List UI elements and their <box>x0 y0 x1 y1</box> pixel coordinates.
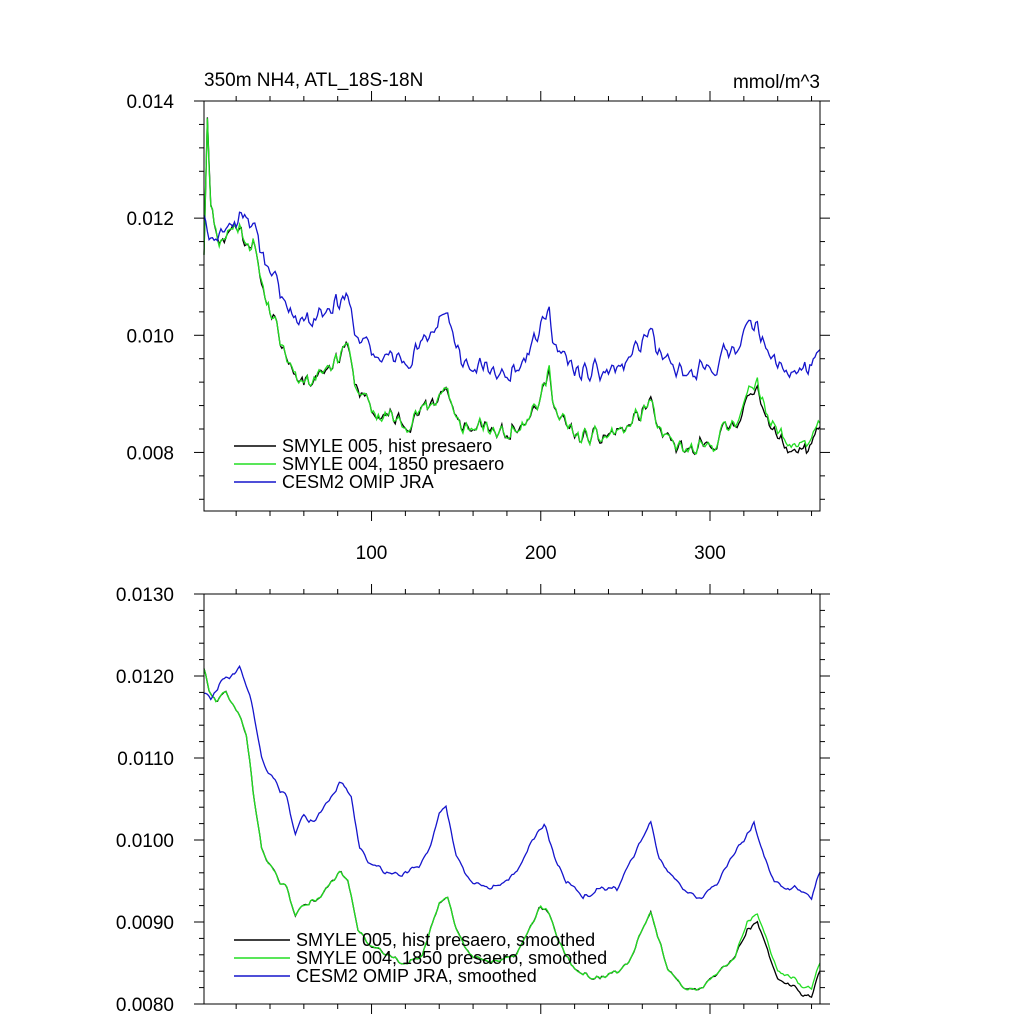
y-tick-label: 0.0090 <box>116 913 174 934</box>
legend-label: SMYLE 004, 1850 presaero <box>282 454 504 474</box>
top-chart-frame <box>203 100 821 512</box>
x-tick-label: 200 <box>525 543 557 564</box>
series-line-top-1 <box>203 118 821 455</box>
series-line-bottom-2 <box>203 664 821 901</box>
y-tick-label: 0.0130 <box>116 585 174 606</box>
bottom-chart-legend: SMYLE 005, hist presaero, smoothedSMYLE … <box>234 930 607 986</box>
y-tick-label: 0.014 <box>126 92 174 113</box>
legend-label: CESM2 OMIP JRA, smoothed <box>296 966 537 986</box>
y-tick-label: 0.0110 <box>117 749 174 770</box>
x-tick-label: 300 <box>694 543 726 564</box>
top-chart-title: 350m NH4, ATL_18S-18N <box>204 70 423 91</box>
y-tick-label: 0.012 <box>126 209 174 230</box>
bottom-chart-frame <box>203 593 821 1005</box>
y-tick-label: 0.010 <box>126 326 174 347</box>
x-tick-label: 100 <box>356 543 388 564</box>
legend-label: SMYLE 004, 1850 presaero, smoothed <box>296 948 607 968</box>
series-line-top-0 <box>203 117 821 456</box>
legend-label: SMYLE 005, hist presaero <box>282 436 492 456</box>
legend-label: SMYLE 005, hist presaero, smoothed <box>296 930 595 950</box>
top-chart-panel: 100 200 300 0.008 0.010 0.012 0.014 350m NH4, … <box>126 70 830 564</box>
bottom-chart-panel: 0.0080 0.0090 0.0100 0.0110 0.0120 0.0130 SMY… <box>116 584 830 1016</box>
top-chart-series-group <box>203 117 821 456</box>
series-line-top-2 <box>203 211 821 383</box>
bottom-chart-ticks: 0.0080 0.0090 0.0100 0.0110 0.0120 0.0130 <box>116 584 830 1016</box>
top-chart-ticks: 100 200 300 0.008 0.010 0.012 0.014 <box>126 91 830 564</box>
y-tick-label: 0.0100 <box>116 831 174 852</box>
y-tick-label: 0.0080 <box>116 995 174 1016</box>
y-tick-label: 0.0120 <box>116 667 174 688</box>
series-line-bottom-1 <box>203 668 821 991</box>
top-chart-units: mmol/m^3 <box>733 72 820 93</box>
bottom-chart-series-group <box>203 664 821 999</box>
y-tick-label: 0.008 <box>126 443 174 464</box>
legend-label: CESM2 OMIP JRA <box>282 472 434 492</box>
